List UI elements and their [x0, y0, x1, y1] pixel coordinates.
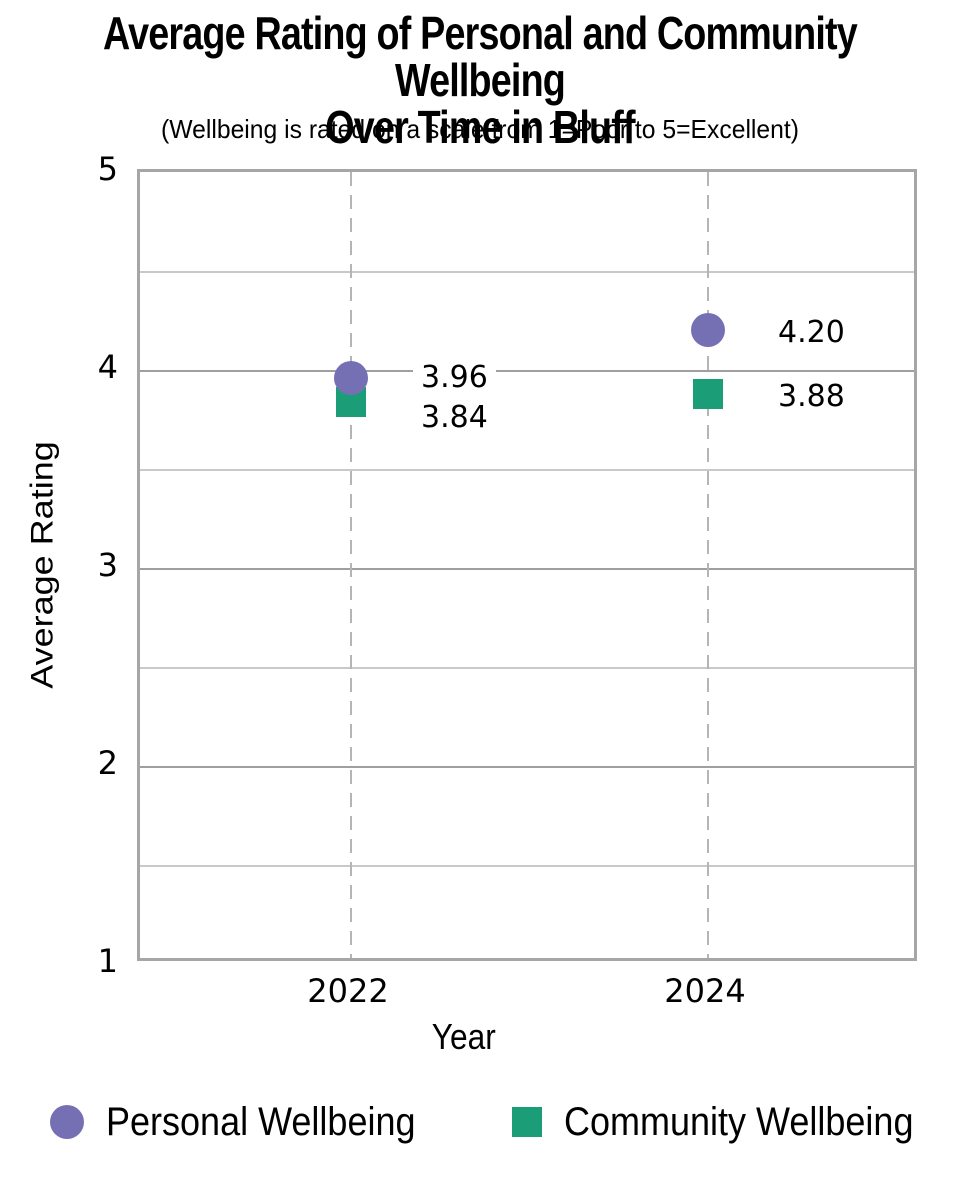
vertical-dashed-gridline — [707, 172, 709, 958]
x-axis-title: Year — [431, 1016, 496, 1057]
horizontal-gridline — [140, 667, 914, 669]
legend-item-community-wellbeing: Community Wellbeing — [512, 1100, 952, 1144]
horizontal-gridline — [140, 568, 914, 570]
legend-label: Personal Wellbeing — [106, 1100, 416, 1144]
y-tick-label: 4 — [97, 348, 118, 386]
horizontal-gridline — [140, 766, 914, 768]
y-tick-label: 2 — [97, 744, 118, 782]
circle-marker-2024 — [691, 313, 725, 348]
legend-circle-swatch-icon — [50, 1105, 84, 1139]
square-marker-2024 — [693, 378, 723, 409]
legend-label: Community Wellbeing — [564, 1100, 914, 1144]
chart-subtitle: (Wellbeing is rated on a scale from 1=Po… — [161, 114, 799, 144]
y-tick-label: 5 — [97, 150, 118, 188]
chart-title-line2: Over Time in Bluff — [325, 101, 635, 153]
x-tick-label: 2022 — [307, 972, 389, 1010]
horizontal-gridline — [140, 865, 914, 867]
data-label: 3.84 — [413, 397, 496, 438]
legend-item-personal-wellbeing: Personal Wellbeing — [50, 1100, 450, 1144]
horizontal-gridline — [140, 370, 914, 372]
legend-square-swatch-icon — [512, 1107, 542, 1137]
data-label: 3.96 — [413, 357, 496, 398]
chart-title: Average Rating of Personal and Community… — [86, 10, 873, 151]
horizontal-gridline — [140, 469, 914, 471]
y-tick-label: 1 — [97, 942, 118, 980]
horizontal-gridline — [140, 271, 914, 273]
y-tick-label: 3 — [97, 546, 118, 584]
plot-area: 3.84 3.88 3.96 4.20 — [137, 169, 917, 961]
data-label: 3.88 — [770, 376, 853, 417]
x-tick-label: 2024 — [664, 972, 746, 1010]
circle-marker-2022 — [334, 360, 368, 395]
chart-title-line1: Average Rating of Personal and Community… — [103, 7, 858, 106]
vertical-dashed-gridline — [350, 172, 352, 958]
data-label: 4.20 — [770, 313, 853, 354]
